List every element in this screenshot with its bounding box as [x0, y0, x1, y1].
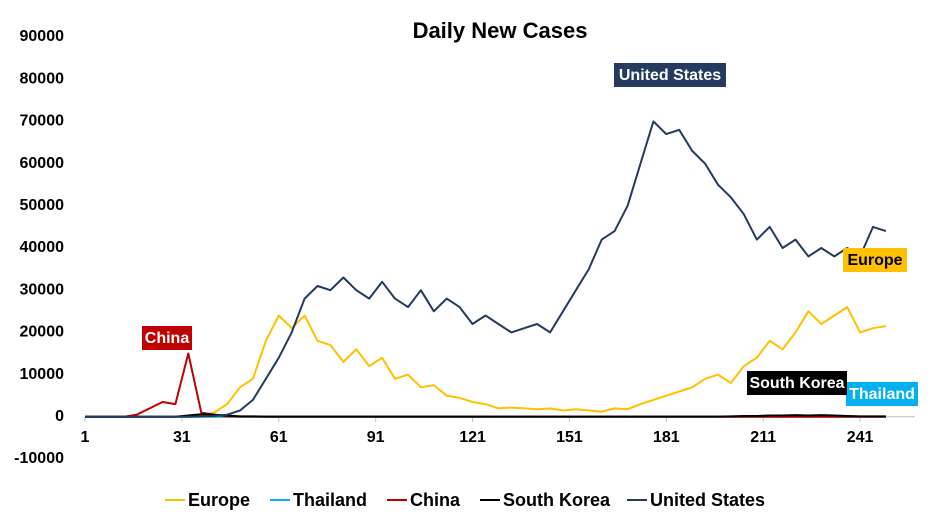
x-tick-label: 61	[270, 429, 288, 446]
legend-label: United States	[650, 490, 765, 510]
x-tick-label: 211	[750, 429, 776, 446]
y-tick-label: 10000	[20, 366, 65, 383]
x-tick-label: 1	[81, 429, 90, 446]
series-line	[85, 120, 887, 418]
legend-label: China	[410, 490, 461, 510]
annotation-box	[843, 248, 907, 272]
x-tick-label: 31	[173, 429, 191, 446]
x-tick-label: 241	[847, 429, 874, 446]
series-line	[85, 306, 887, 418]
y-tick-label: -10000	[14, 450, 64, 467]
legend-label: Thailand	[293, 490, 367, 510]
annotation-label: Europe	[847, 252, 902, 269]
x-tick-label: 121	[459, 429, 486, 446]
chart-title: Daily New Cases	[413, 18, 588, 43]
y-tick-label: 60000	[20, 155, 65, 172]
annotation-label: South Korea	[749, 375, 844, 392]
y-tick-label: 20000	[20, 324, 65, 341]
x-tick-label: 181	[653, 429, 680, 446]
annotation-label: China	[145, 330, 190, 347]
annotation-box	[142, 326, 192, 350]
annotation-label: Thailand	[849, 386, 915, 403]
y-tick-label: 80000	[20, 70, 65, 87]
y-tick-label: 0	[55, 408, 64, 425]
x-tick-label: 91	[367, 429, 385, 446]
y-tick-label: 50000	[20, 197, 65, 214]
annotation-label: United States	[619, 67, 721, 84]
annotation-box	[614, 63, 726, 87]
y-tick-label: 70000	[20, 113, 65, 130]
y-tick-label: 30000	[20, 281, 65, 298]
annotation-box	[846, 382, 918, 406]
x-tick-label: 151	[556, 429, 583, 446]
legend-label: Europe	[188, 490, 250, 510]
y-tick-label: 40000	[20, 239, 65, 256]
legend-label: South Korea	[503, 490, 611, 510]
y-tick-label: 90000	[20, 28, 65, 45]
annotation-box	[747, 371, 847, 395]
